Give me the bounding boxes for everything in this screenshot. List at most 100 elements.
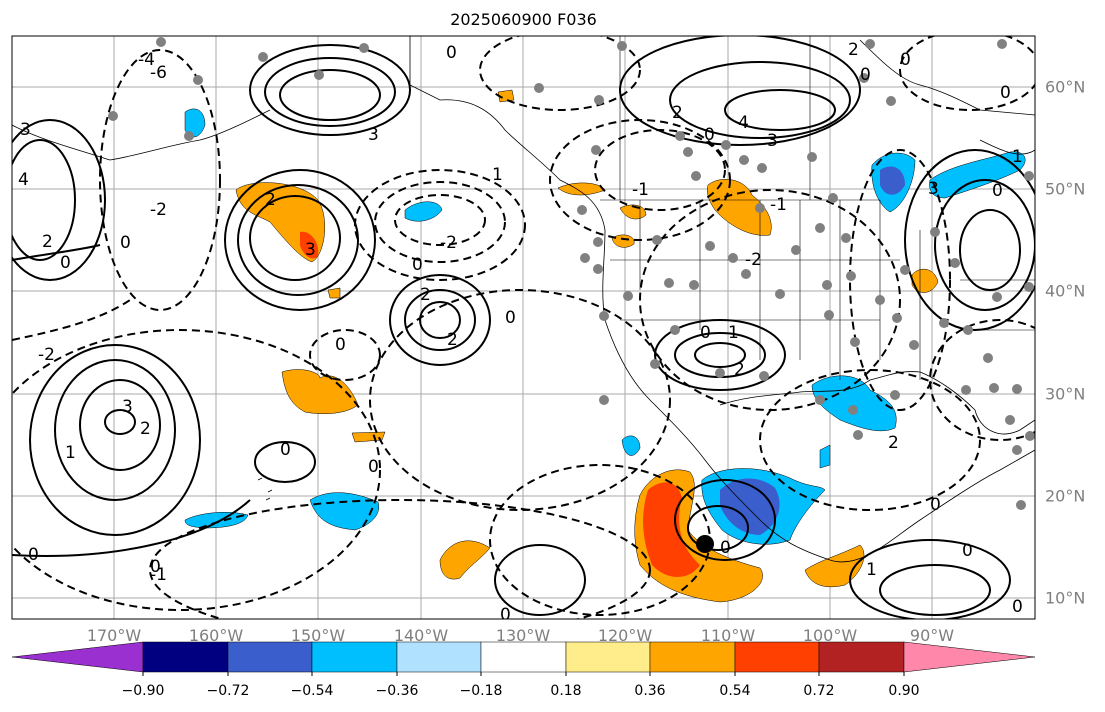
contour-label: 0 bbox=[900, 50, 911, 70]
lon-tick-label: 100°W bbox=[802, 626, 858, 645]
lon-tick-label: 130°W bbox=[495, 626, 551, 645]
colorbar-segment bbox=[311, 641, 398, 673]
lon-tick-label: 120°W bbox=[597, 626, 653, 645]
contour-label: 0 bbox=[505, 308, 516, 328]
colorbar-tick-label: −0.72 bbox=[206, 683, 250, 699]
contour-label: 0 bbox=[368, 457, 379, 477]
lat-tick-label: 40°N bbox=[1045, 281, 1086, 301]
contour-label: 1 bbox=[866, 560, 877, 580]
contour-label: -1 bbox=[150, 565, 167, 585]
dashed-contours bbox=[12, 36, 1035, 619]
contour-label: -4 bbox=[138, 50, 155, 70]
contour-label: 0 bbox=[1000, 83, 1011, 103]
contour-label: 0 bbox=[446, 43, 457, 63]
red-core-gulf-alaska bbox=[300, 231, 319, 259]
contour-label: 0 bbox=[500, 605, 511, 625]
contour-label: 1 bbox=[492, 165, 503, 185]
contour-label: 3 bbox=[368, 125, 379, 145]
storm-center-marker bbox=[696, 535, 714, 553]
lon-tick-label: 160°W bbox=[188, 626, 244, 645]
contour-label: 0 bbox=[280, 440, 291, 460]
contour-label: 1 bbox=[65, 443, 76, 463]
solid-contours bbox=[12, 36, 1035, 619]
contour-label: -2 bbox=[440, 233, 457, 253]
colorbar-tick-label: −0.18 bbox=[459, 683, 503, 699]
contour-label: 0 bbox=[412, 255, 423, 275]
contour-label: 0 bbox=[992, 181, 1003, 201]
lon-tick-label: 170°W bbox=[86, 626, 142, 645]
contour-label: 2 bbox=[42, 232, 53, 252]
colorbar-segment bbox=[734, 641, 820, 673]
contour-label: 2 bbox=[672, 103, 683, 123]
contour-label: 2 bbox=[420, 285, 431, 305]
lon-tick-label: 110°W bbox=[700, 626, 756, 645]
contour-label: 0 bbox=[700, 323, 711, 343]
contour-label: 2 bbox=[734, 360, 745, 380]
contour-label: 4 bbox=[738, 113, 749, 133]
colorbar-segment bbox=[142, 641, 229, 673]
contour-label: 3 bbox=[305, 240, 316, 260]
lat-tick-label: 20°N bbox=[1045, 486, 1086, 506]
contour-label: -2 bbox=[38, 345, 55, 365]
contour-label: 3 bbox=[928, 179, 939, 199]
contour-label: 0 bbox=[120, 233, 131, 253]
contour-label: 2 bbox=[447, 330, 458, 350]
red-region-hurricane bbox=[643, 482, 700, 578]
contour-label: 3 bbox=[122, 397, 133, 417]
contour-label: 0 bbox=[860, 65, 871, 85]
contour-label: 0 bbox=[930, 495, 941, 515]
contour-label: 0 bbox=[150, 557, 161, 577]
lat-tick-label: 50°N bbox=[1045, 179, 1086, 199]
contour-label: 0 bbox=[704, 125, 715, 145]
darkblue-region-hurricane bbox=[720, 478, 780, 535]
lon-tick-label: 140°W bbox=[393, 626, 449, 645]
contour-label: 0 bbox=[1012, 597, 1023, 617]
colorbar-segment bbox=[396, 641, 482, 673]
contour-label: 3 bbox=[20, 120, 31, 140]
colorbar-segment bbox=[565, 641, 651, 673]
colorbar-segment bbox=[227, 641, 313, 673]
contour-label: 0 bbox=[335, 335, 346, 355]
map-panel: 0 2 4 3 3 3 2 2 2 3 2 1 0 0 0 0 0 0 0 1 … bbox=[11, 35, 1036, 625]
colorbar-tick-label: 0.72 bbox=[803, 683, 835, 699]
colorbar-tick-label: 0.90 bbox=[888, 683, 920, 699]
colorbar-tick-label: 0.18 bbox=[550, 683, 582, 699]
contour-label: 0 bbox=[720, 538, 731, 558]
colorbar-tick-label: −0.54 bbox=[290, 683, 334, 699]
contour-label: 0 bbox=[962, 541, 973, 561]
colorbar-extend-min bbox=[11, 641, 144, 673]
contour-label: 2 bbox=[848, 40, 859, 60]
lon-tick-label: 90°W bbox=[909, 626, 955, 645]
contour-label: 2 bbox=[140, 419, 151, 439]
colorbar bbox=[11, 641, 1036, 676]
contour-label: 1 bbox=[728, 323, 739, 343]
political-borders bbox=[600, 36, 1035, 380]
colorbar-segment bbox=[818, 641, 905, 673]
contour-label: -6 bbox=[150, 63, 167, 83]
contour-label: 0 bbox=[28, 545, 39, 565]
lat-tick-label: 60°N bbox=[1045, 77, 1086, 97]
lat-tick-label: 30°N bbox=[1045, 384, 1086, 404]
lat-tick-label: 10°N bbox=[1045, 588, 1086, 608]
colorbar-tick-label: −0.36 bbox=[375, 683, 419, 699]
colorbar-segment bbox=[649, 641, 736, 673]
contour-label: -2 bbox=[150, 200, 167, 220]
contour-label: 3 bbox=[767, 131, 778, 151]
lon-tick-label: 150°W bbox=[290, 626, 346, 645]
colorbar-extend-max bbox=[903, 641, 1036, 673]
contour-label: 2 bbox=[888, 433, 899, 453]
station-dots bbox=[108, 37, 1035, 510]
map-title: 2025060900 F036 bbox=[450, 10, 597, 29]
colorbar-segment bbox=[480, 641, 567, 673]
contour-label: -1 bbox=[770, 195, 787, 215]
contour-label: 4 bbox=[18, 170, 29, 190]
contour-label-group: 0 2 4 3 3 3 2 2 2 3 2 1 0 0 0 0 0 0 0 1 … bbox=[18, 40, 1023, 625]
contour-label: 2 bbox=[265, 190, 276, 210]
contour-label: 1 bbox=[1012, 147, 1023, 167]
colorbar-tick-label: 0.54 bbox=[719, 683, 751, 699]
colorbar-tick-label: −0.90 bbox=[121, 683, 165, 699]
contour-label: -1 bbox=[632, 180, 649, 200]
contour-label: -2 bbox=[745, 250, 762, 270]
contour-label: 0 bbox=[60, 253, 71, 273]
blue-region-gulf bbox=[811, 375, 897, 432]
